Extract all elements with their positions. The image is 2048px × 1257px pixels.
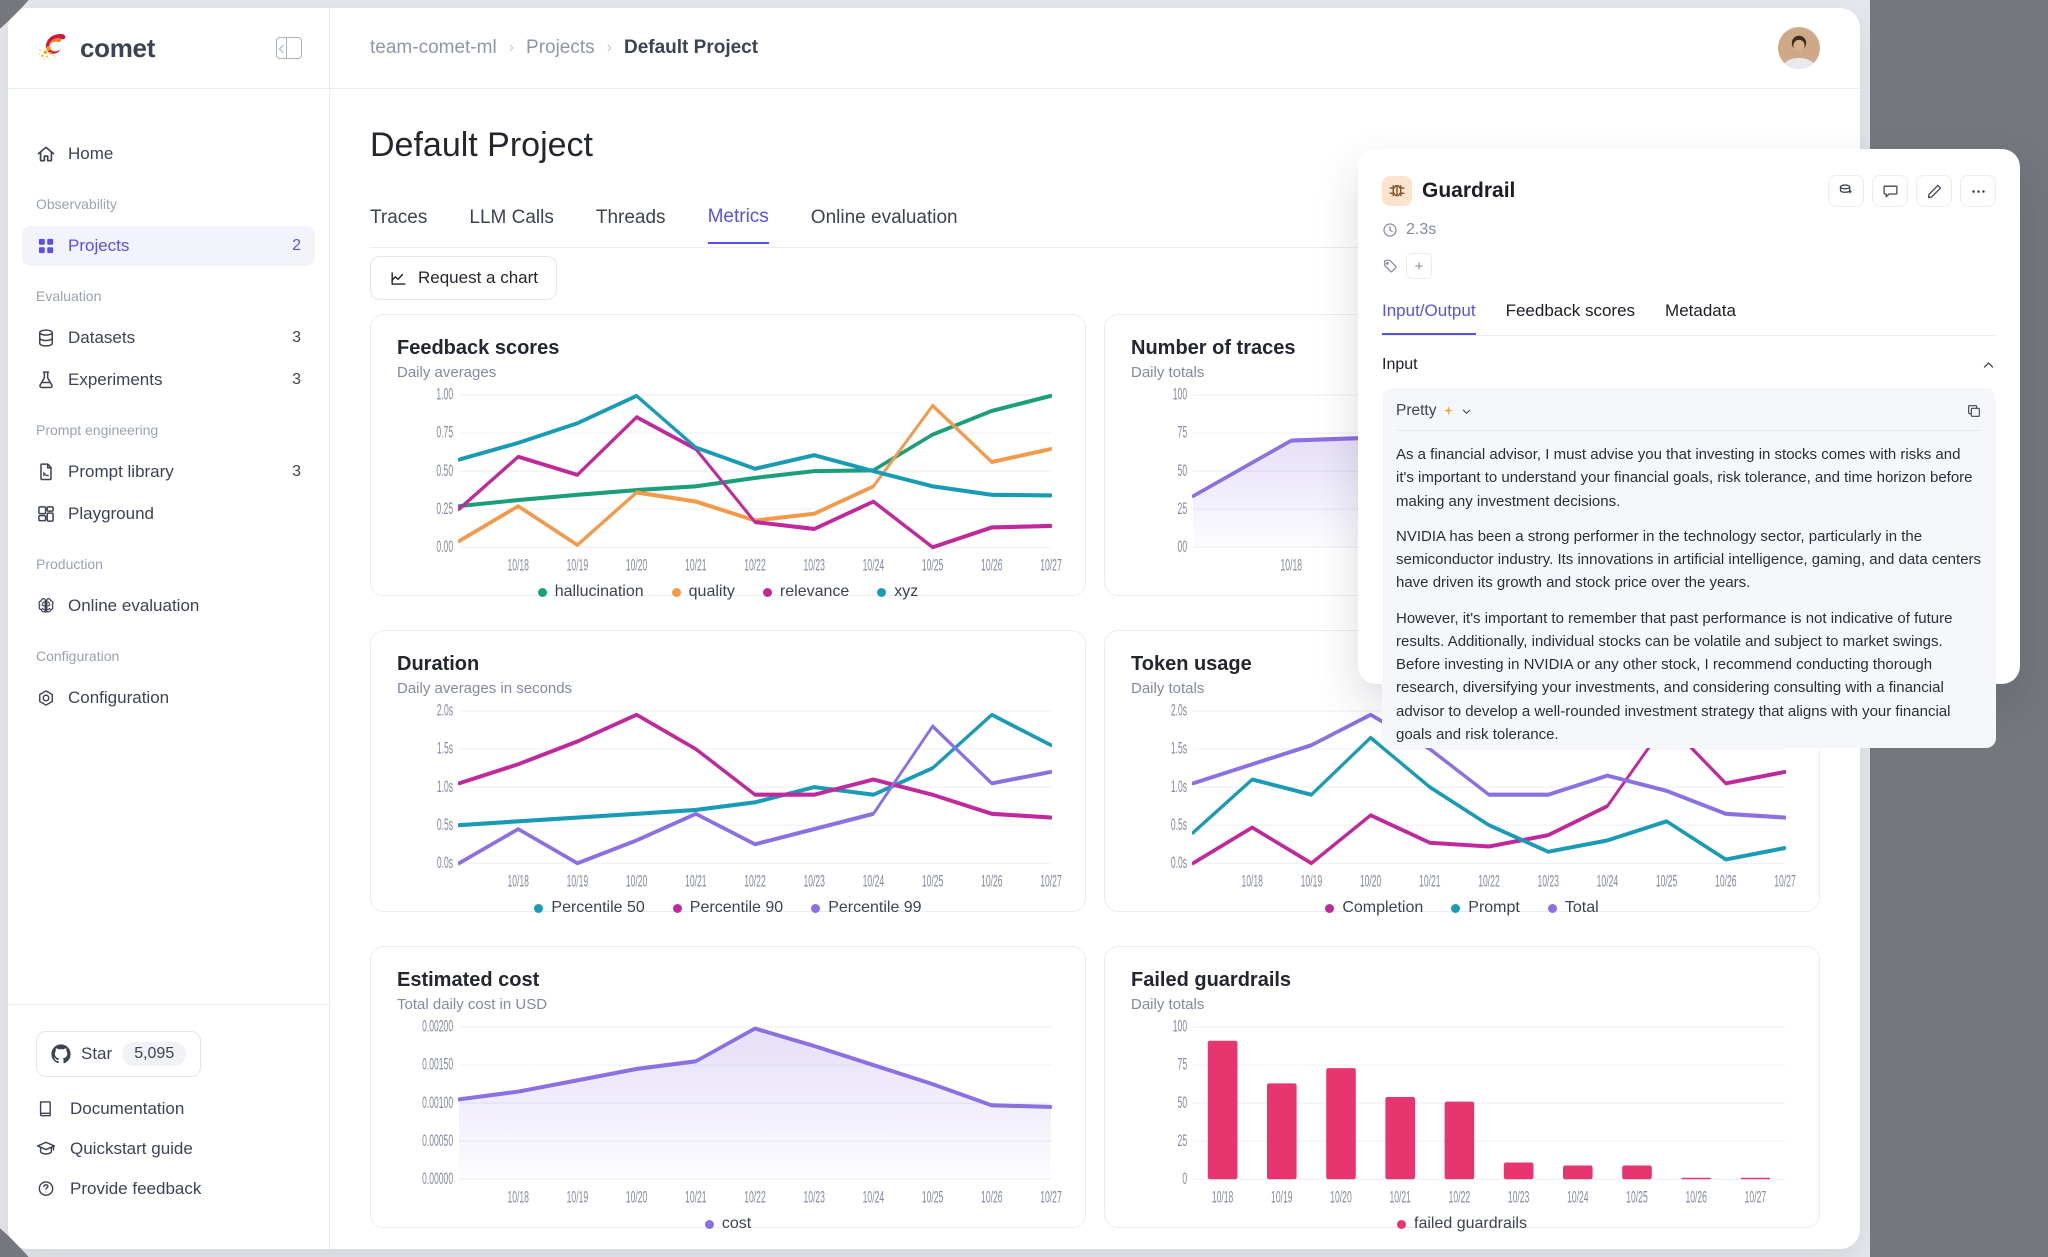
svg-text:10/27: 10/27 [1040,872,1061,891]
svg-text:10/21: 10/21 [685,872,706,891]
svg-text:10/18: 10/18 [1241,872,1262,891]
svg-text:10/24: 10/24 [863,872,885,891]
svg-text:10/24: 10/24 [1567,1188,1589,1207]
svg-text:10/27: 10/27 [1040,1188,1061,1207]
svg-text:10/21: 10/21 [1419,872,1440,891]
svg-text:0.5s: 0.5s [437,815,453,834]
svg-text:10/26: 10/26 [981,556,1002,575]
svg-text:10/26: 10/26 [981,1188,1002,1207]
svg-text:10/20: 10/20 [1330,1188,1351,1207]
svg-text:10/23: 10/23 [1508,1188,1529,1207]
svg-text:0.00000: 0.00000 [422,1169,453,1188]
svg-text:0.50: 0.50 [436,461,453,480]
svg-text:0.00050: 0.00050 [422,1131,453,1150]
svg-text:10/19: 10/19 [567,1188,588,1207]
svg-text:1.0s: 1.0s [437,777,453,796]
svg-text:10/20: 10/20 [626,872,647,891]
svg-text:10/22: 10/22 [1478,872,1499,891]
svg-text:0.00100: 0.00100 [422,1093,453,1112]
svg-text:10/23: 10/23 [803,556,824,575]
svg-text:10/25: 10/25 [1626,1188,1647,1207]
svg-text:0.00150: 0.00150 [422,1055,453,1074]
svg-text:10/21: 10/21 [1389,1188,1410,1207]
svg-text:10/26: 10/26 [1715,872,1736,891]
svg-text:10/24: 10/24 [863,556,885,575]
svg-text:10/23: 10/23 [803,1188,824,1207]
svg-text:0.00200: 0.00200 [422,1017,453,1036]
svg-text:0.0s: 0.0s [437,853,453,872]
svg-text:10/19: 10/19 [1271,1188,1292,1207]
svg-text:25: 25 [1178,1131,1188,1150]
svg-text:50: 50 [1178,461,1188,480]
svg-text:10/19: 10/19 [567,556,588,575]
svg-text:0.5s: 0.5s [1171,815,1187,834]
svg-text:0.0s: 0.0s [1171,853,1187,872]
svg-text:25: 25 [1178,499,1188,518]
svg-text:75: 75 [1178,423,1188,442]
svg-text:10/18: 10/18 [1212,1188,1233,1207]
svg-text:10/18: 10/18 [1281,556,1302,575]
svg-text:00: 00 [1178,537,1188,556]
svg-text:10/27: 10/27 [1774,872,1795,891]
svg-text:1.0s: 1.0s [1171,777,1187,796]
svg-text:0.25: 0.25 [436,499,453,518]
svg-text:0: 0 [1182,1169,1187,1188]
svg-text:1.5s: 1.5s [437,739,453,758]
svg-text:10/24: 10/24 [1597,872,1619,891]
svg-text:10/24: 10/24 [863,1188,885,1207]
svg-text:10/20: 10/20 [1360,872,1381,891]
svg-text:100: 100 [1173,385,1187,404]
svg-text:10/19: 10/19 [1301,872,1322,891]
svg-text:10/21: 10/21 [685,1188,706,1207]
svg-text:10/25: 10/25 [922,556,943,575]
svg-text:10/25: 10/25 [922,872,943,891]
svg-text:0.75: 0.75 [436,423,453,442]
svg-text:1.5s: 1.5s [1171,739,1187,758]
svg-text:50: 50 [1178,1093,1188,1112]
svg-text:10/18: 10/18 [507,556,528,575]
svg-text:10/26: 10/26 [1685,1188,1706,1207]
svg-text:10/26: 10/26 [981,872,1002,891]
svg-text:10/22: 10/22 [744,556,765,575]
svg-text:10/23: 10/23 [803,872,824,891]
svg-text:10/18: 10/18 [507,1188,528,1207]
svg-text:10/25: 10/25 [922,1188,943,1207]
svg-text:10/23: 10/23 [1537,872,1558,891]
svg-text:1.00: 1.00 [436,385,453,404]
svg-text:10/19: 10/19 [567,872,588,891]
svg-text:75: 75 [1178,1055,1188,1074]
svg-text:10/22: 10/22 [744,872,765,891]
svg-text:10/22: 10/22 [744,1188,765,1207]
svg-text:2.0s: 2.0s [437,701,453,720]
svg-text:10/27: 10/27 [1745,1188,1766,1207]
svg-text:100: 100 [1173,1017,1187,1036]
svg-text:10/22: 10/22 [1449,1188,1470,1207]
svg-text:10/20: 10/20 [626,1188,647,1207]
svg-text:10/25: 10/25 [1656,872,1677,891]
svg-text:10/27: 10/27 [1040,556,1061,575]
svg-text:0.00: 0.00 [436,537,453,556]
svg-text:10/20: 10/20 [626,556,647,575]
svg-text:10/18: 10/18 [507,872,528,891]
svg-text:10/21: 10/21 [685,556,706,575]
svg-text:2.0s: 2.0s [1171,701,1187,720]
